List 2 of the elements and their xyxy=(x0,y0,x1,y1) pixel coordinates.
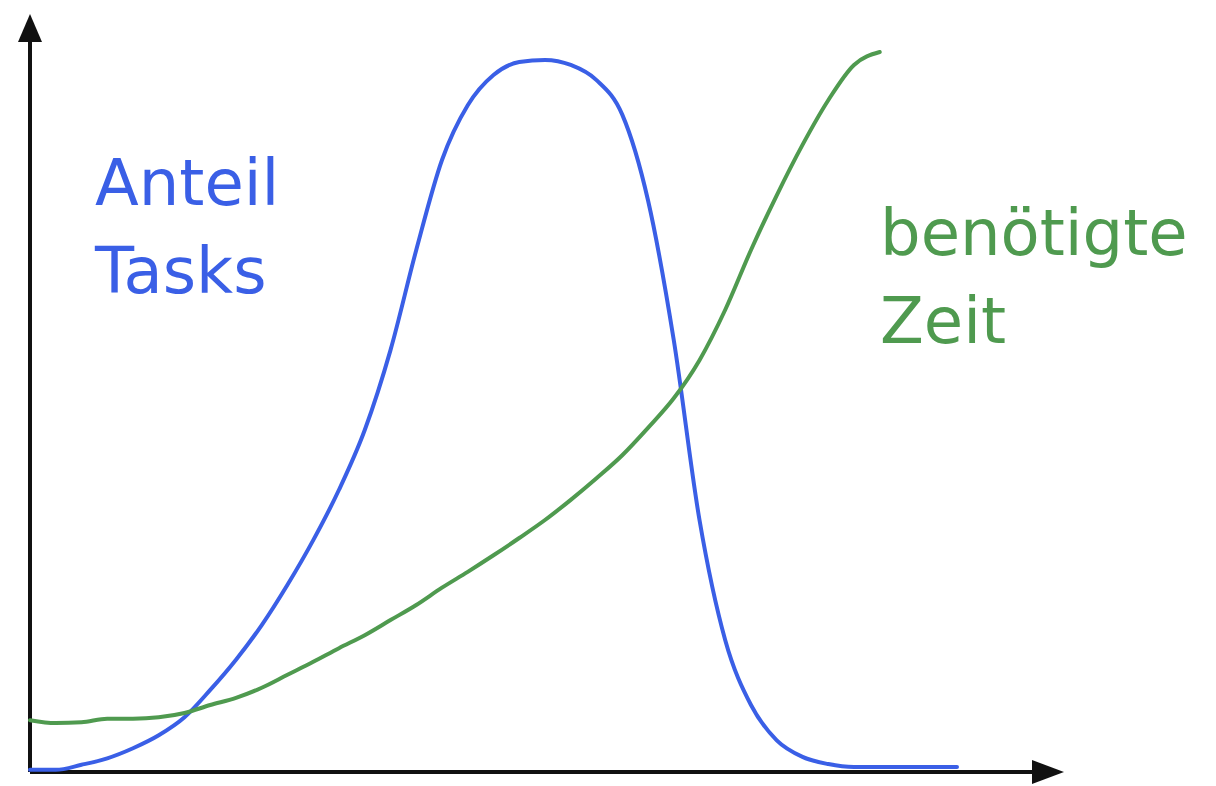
series-label: benötigte Zeit xyxy=(880,196,1188,358)
series-label: Anteil Tasks xyxy=(94,146,280,308)
